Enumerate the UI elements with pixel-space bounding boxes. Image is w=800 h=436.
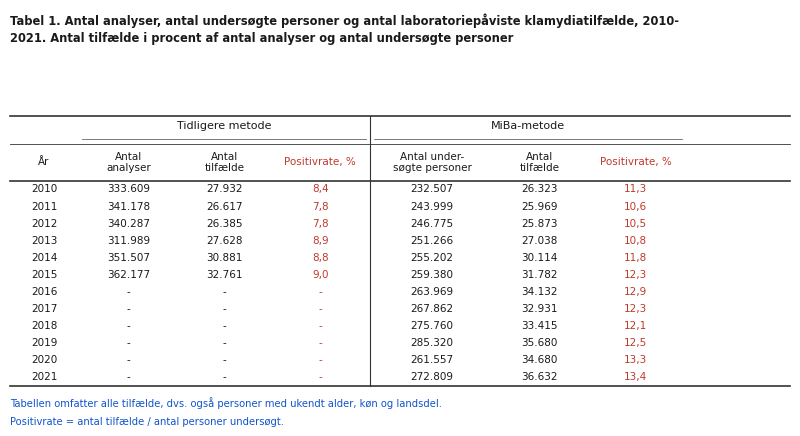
Text: 10,5: 10,5	[624, 218, 647, 228]
Text: 10,8: 10,8	[624, 236, 647, 246]
Text: -: -	[126, 321, 130, 331]
Text: 7,8: 7,8	[312, 201, 329, 211]
Text: 275.760: 275.760	[410, 321, 454, 331]
Text: 2016: 2016	[30, 287, 57, 297]
Text: 2020: 2020	[31, 355, 57, 365]
Text: 26.617: 26.617	[206, 201, 242, 211]
Text: 263.969: 263.969	[410, 287, 454, 297]
Text: 12,3: 12,3	[624, 270, 647, 280]
Text: 8,4: 8,4	[312, 184, 329, 194]
Text: 2010: 2010	[31, 184, 57, 194]
Text: År: År	[38, 157, 50, 167]
Text: 2019: 2019	[30, 338, 57, 348]
Text: Antal under-
søgte personer: Antal under- søgte personer	[393, 152, 471, 173]
Text: -: -	[126, 338, 130, 348]
Text: 362.177: 362.177	[106, 270, 150, 280]
Text: -: -	[318, 304, 322, 314]
Text: 2012: 2012	[30, 218, 57, 228]
Text: 255.202: 255.202	[410, 253, 454, 263]
Text: 2013: 2013	[30, 236, 57, 246]
Text: 13,3: 13,3	[624, 355, 647, 365]
Text: -: -	[318, 372, 322, 382]
Text: -: -	[318, 355, 322, 365]
Text: 27.932: 27.932	[206, 184, 242, 194]
Text: -: -	[222, 304, 226, 314]
Text: 259.380: 259.380	[410, 270, 454, 280]
Text: -: -	[222, 372, 226, 382]
Text: 12,9: 12,9	[624, 287, 647, 297]
Text: 246.775: 246.775	[410, 218, 454, 228]
Text: 32.931: 32.931	[522, 304, 558, 314]
Text: 2018: 2018	[30, 321, 57, 331]
Text: Tidligere metode: Tidligere metode	[177, 121, 271, 131]
Text: 11,8: 11,8	[624, 253, 647, 263]
Text: 8,8: 8,8	[312, 253, 329, 263]
Text: 27.038: 27.038	[522, 236, 558, 246]
Text: 30.881: 30.881	[206, 253, 242, 263]
Text: 272.809: 272.809	[410, 372, 454, 382]
Text: 30.114: 30.114	[522, 253, 558, 263]
Text: 34.680: 34.680	[522, 355, 558, 365]
Text: 251.266: 251.266	[410, 236, 454, 246]
Text: 13,4: 13,4	[624, 372, 647, 382]
Text: -: -	[126, 372, 130, 382]
Text: -: -	[126, 304, 130, 314]
Text: 243.999: 243.999	[410, 201, 454, 211]
Text: 12,5: 12,5	[624, 338, 647, 348]
Text: -: -	[126, 287, 130, 297]
Text: -: -	[318, 338, 322, 348]
Text: 2021: 2021	[30, 372, 57, 382]
Text: 10,6: 10,6	[624, 201, 647, 211]
Text: 340.287: 340.287	[106, 218, 150, 228]
Text: 32.761: 32.761	[206, 270, 242, 280]
Text: MiBa-metode: MiBa-metode	[491, 121, 565, 131]
Text: 261.557: 261.557	[410, 355, 454, 365]
Text: Tabellen omfatter alle tilfælde, dvs. også personer med ukendt alder, køn og lan: Tabellen omfatter alle tilfælde, dvs. og…	[10, 397, 442, 409]
Text: 2014: 2014	[30, 253, 57, 263]
Text: 2017: 2017	[30, 304, 57, 314]
Text: 26.323: 26.323	[522, 184, 558, 194]
Text: 285.320: 285.320	[410, 338, 454, 348]
Text: -: -	[318, 321, 322, 331]
Text: 12,1: 12,1	[624, 321, 647, 331]
Text: 33.415: 33.415	[522, 321, 558, 331]
Text: 333.609: 333.609	[106, 184, 150, 194]
Text: 35.680: 35.680	[522, 338, 558, 348]
Text: 12,3: 12,3	[624, 304, 647, 314]
Text: 26.385: 26.385	[206, 218, 242, 228]
Text: 9,0: 9,0	[312, 270, 329, 280]
Text: Tabel 1. Antal analyser, antal undersøgte personer og antal laboratoriepåviste k: Tabel 1. Antal analyser, antal undersøgt…	[10, 13, 678, 44]
Text: -: -	[222, 287, 226, 297]
Text: Positivrate, %: Positivrate, %	[600, 157, 672, 167]
Text: 267.862: 267.862	[410, 304, 454, 314]
Text: -: -	[222, 355, 226, 365]
Text: 232.507: 232.507	[410, 184, 454, 194]
Text: Positivrate, %: Positivrate, %	[285, 157, 356, 167]
Text: 25.969: 25.969	[522, 201, 558, 211]
Text: Antal
tilfælde: Antal tilfælde	[204, 152, 244, 173]
Text: 31.782: 31.782	[522, 270, 558, 280]
Text: 11,3: 11,3	[624, 184, 647, 194]
Text: Antal
analyser: Antal analyser	[106, 152, 150, 173]
Text: 27.628: 27.628	[206, 236, 242, 246]
Text: 2011: 2011	[30, 201, 57, 211]
Text: 2015: 2015	[30, 270, 57, 280]
Text: -: -	[126, 355, 130, 365]
Text: 36.632: 36.632	[522, 372, 558, 382]
Text: -: -	[318, 287, 322, 297]
Text: 8,9: 8,9	[312, 236, 329, 246]
Text: 341.178: 341.178	[106, 201, 150, 211]
Text: Antal
tilfælde: Antal tilfælde	[520, 152, 560, 173]
Text: 351.507: 351.507	[106, 253, 150, 263]
Text: -: -	[222, 321, 226, 331]
Text: -: -	[222, 338, 226, 348]
Text: Positivrate = antal tilfælde / antal personer undersøgt.: Positivrate = antal tilfælde / antal per…	[10, 417, 284, 427]
Text: 7,8: 7,8	[312, 218, 329, 228]
Text: 25.873: 25.873	[522, 218, 558, 228]
Text: 311.989: 311.989	[106, 236, 150, 246]
Text: 34.132: 34.132	[522, 287, 558, 297]
